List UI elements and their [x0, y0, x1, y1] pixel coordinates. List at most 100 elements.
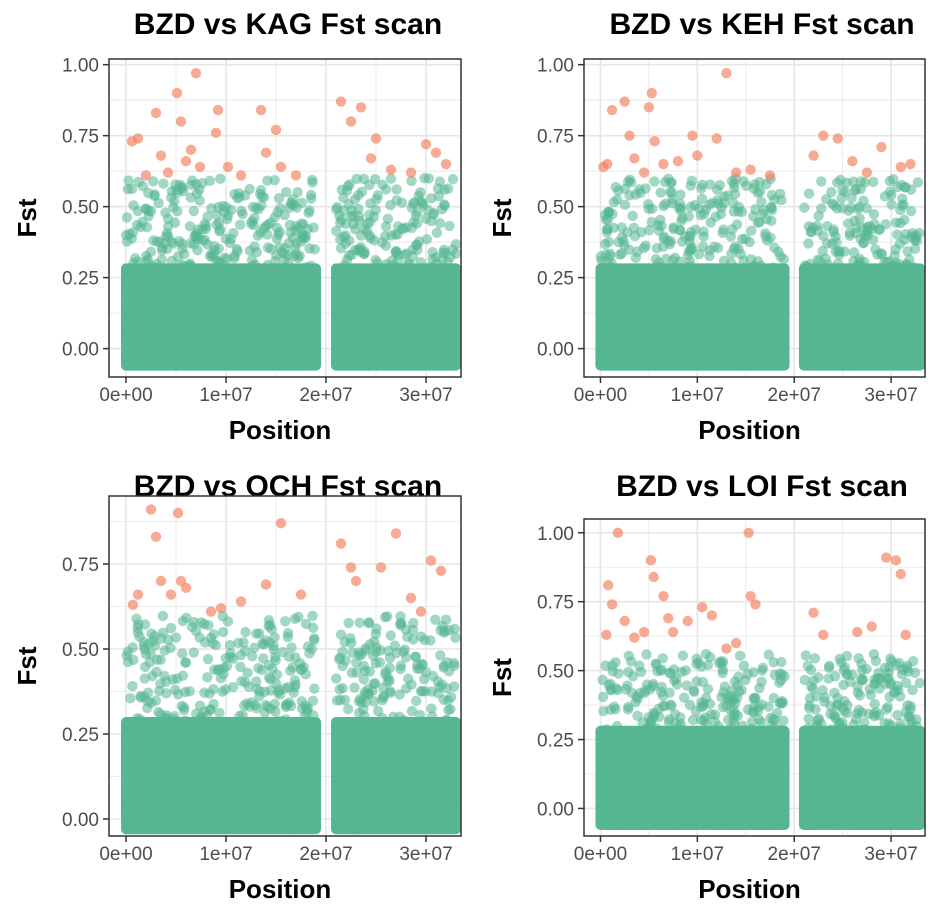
data-point	[821, 786, 833, 798]
data-point	[309, 809, 321, 820]
data-point	[852, 724, 863, 736]
data-point	[380, 288, 391, 299]
data-point	[907, 228, 918, 239]
data-point	[885, 653, 896, 664]
data-point	[753, 701, 764, 713]
data-point	[666, 187, 677, 198]
data-point	[802, 660, 813, 671]
data-point	[137, 295, 148, 307]
data-point	[659, 700, 670, 712]
data-point	[301, 262, 313, 273]
data-point	[878, 301, 890, 312]
outlier-point	[335, 96, 347, 107]
data-point	[615, 295, 626, 306]
data-point	[868, 209, 880, 220]
data-point	[858, 237, 869, 249]
data-point	[135, 751, 147, 762]
data-point	[813, 785, 824, 797]
data-point	[705, 179, 716, 190]
data-point	[242, 667, 253, 679]
data-point	[217, 276, 228, 287]
data-point	[431, 326, 442, 337]
data-point	[692, 759, 704, 770]
data-point	[340, 744, 351, 755]
data-point	[390, 740, 401, 752]
data-point	[124, 291, 135, 302]
data-point	[279, 210, 290, 221]
data-point	[872, 249, 883, 260]
data-point	[598, 706, 609, 717]
data-point	[332, 347, 344, 358]
data-point	[287, 330, 298, 341]
data-point	[870, 791, 882, 802]
data-point	[209, 664, 220, 675]
data-point	[308, 634, 320, 646]
data-point	[258, 639, 269, 650]
data-point	[218, 733, 230, 744]
data-point	[338, 359, 350, 371]
data-point	[758, 336, 769, 347]
outlier-point	[194, 161, 206, 173]
data-point	[123, 175, 134, 186]
data-point	[375, 302, 386, 313]
data-point	[347, 781, 359, 793]
data-point	[121, 738, 132, 750]
data-point	[626, 656, 637, 667]
data-point	[664, 238, 675, 250]
data-point	[649, 176, 660, 187]
data-point	[898, 199, 909, 210]
data-point	[132, 317, 143, 329]
data-point	[143, 211, 154, 222]
data-point	[860, 791, 871, 802]
data-point	[403, 360, 414, 371]
data-point	[307, 358, 319, 370]
data-point	[704, 356, 716, 367]
data-point	[857, 748, 869, 759]
data-point	[358, 173, 370, 185]
data-point	[850, 290, 861, 301]
data-point	[364, 765, 375, 776]
data-point	[677, 213, 688, 224]
data-point	[856, 665, 868, 676]
data-point	[690, 224, 701, 235]
data-point	[632, 246, 643, 257]
data-point	[121, 326, 133, 338]
outlier-point	[210, 127, 222, 139]
data-point	[669, 818, 680, 829]
outlier-point	[222, 161, 234, 173]
data-point	[684, 255, 696, 267]
data-point	[599, 313, 611, 324]
outlier-point	[619, 615, 630, 627]
data-point	[172, 313, 184, 325]
data-point	[900, 677, 912, 689]
data-point	[200, 220, 212, 232]
data-point	[256, 810, 267, 822]
data-point	[693, 318, 705, 330]
data-point	[722, 809, 733, 821]
data-point	[202, 330, 213, 341]
data-point	[726, 334, 738, 346]
data-point	[669, 252, 681, 264]
data-point	[299, 716, 310, 727]
outlier-point	[696, 602, 708, 613]
data-point	[714, 740, 725, 752]
data-point	[126, 752, 138, 764]
data-point	[619, 199, 631, 211]
data-point	[700, 815, 712, 827]
data-point	[144, 657, 155, 668]
data-point	[273, 325, 284, 336]
outlier-point	[743, 527, 754, 538]
data-point	[738, 660, 750, 672]
data-point	[355, 319, 367, 330]
data-point	[901, 758, 912, 769]
data-point	[853, 259, 865, 271]
data-point	[331, 265, 343, 277]
data-point	[727, 197, 739, 209]
data-point	[228, 336, 239, 348]
x-tick-label: 2e+07	[299, 385, 352, 406]
data-point	[286, 642, 297, 653]
data-point	[730, 241, 741, 252]
data-point	[703, 764, 714, 775]
data-point	[429, 821, 440, 833]
data-point	[171, 184, 182, 196]
